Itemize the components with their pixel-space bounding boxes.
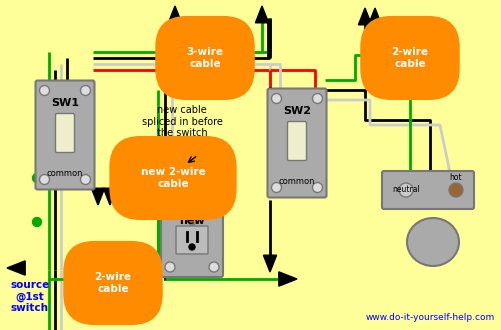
Polygon shape — [368, 8, 381, 25]
Circle shape — [80, 85, 90, 95]
Text: common: common — [47, 169, 83, 178]
Circle shape — [165, 178, 175, 188]
FancyBboxPatch shape — [161, 173, 222, 277]
Ellipse shape — [406, 218, 458, 266]
Circle shape — [271, 93, 281, 104]
Polygon shape — [255, 6, 268, 23]
Circle shape — [40, 175, 50, 184]
Circle shape — [188, 206, 194, 212]
Text: SW1: SW1 — [51, 97, 79, 108]
Text: new cable
spliced in before
the switch: new cable spliced in before the switch — [141, 105, 222, 138]
Polygon shape — [358, 8, 371, 25]
Circle shape — [40, 85, 50, 95]
FancyBboxPatch shape — [176, 188, 207, 216]
Circle shape — [271, 182, 281, 192]
Text: 2-wire
cable: 2-wire cable — [391, 47, 428, 69]
Text: new: new — [179, 216, 204, 226]
Text: new 2-wire
cable: new 2-wire cable — [140, 167, 205, 189]
Text: 3-wire
cable: 3-wire cable — [186, 47, 223, 69]
Polygon shape — [7, 261, 25, 275]
Circle shape — [188, 244, 194, 250]
FancyBboxPatch shape — [287, 121, 306, 160]
Circle shape — [398, 183, 412, 197]
Circle shape — [208, 178, 218, 188]
FancyBboxPatch shape — [267, 88, 326, 197]
FancyBboxPatch shape — [56, 114, 74, 152]
Text: www.do-it-yourself-help.com: www.do-it-yourself-help.com — [365, 313, 494, 322]
Polygon shape — [103, 188, 116, 205]
Text: neutral: neutral — [391, 185, 419, 194]
Circle shape — [188, 217, 195, 225]
Circle shape — [33, 217, 42, 226]
FancyBboxPatch shape — [176, 226, 207, 254]
Circle shape — [165, 262, 175, 272]
Text: source
@1st
switch: source @1st switch — [11, 280, 50, 314]
Text: SW2: SW2 — [283, 106, 311, 116]
Circle shape — [448, 183, 462, 197]
Text: hot: hot — [449, 173, 461, 182]
Circle shape — [312, 182, 322, 192]
Polygon shape — [278, 272, 297, 286]
Circle shape — [33, 174, 42, 182]
FancyBboxPatch shape — [381, 171, 473, 209]
Circle shape — [208, 262, 218, 272]
Circle shape — [312, 93, 322, 104]
Polygon shape — [91, 188, 104, 205]
Text: common: common — [278, 177, 315, 186]
Polygon shape — [263, 255, 276, 272]
Circle shape — [456, 185, 465, 194]
FancyBboxPatch shape — [36, 81, 94, 189]
Circle shape — [80, 175, 90, 184]
Text: 2-wire
cable: 2-wire cable — [94, 272, 131, 294]
Polygon shape — [168, 6, 181, 23]
